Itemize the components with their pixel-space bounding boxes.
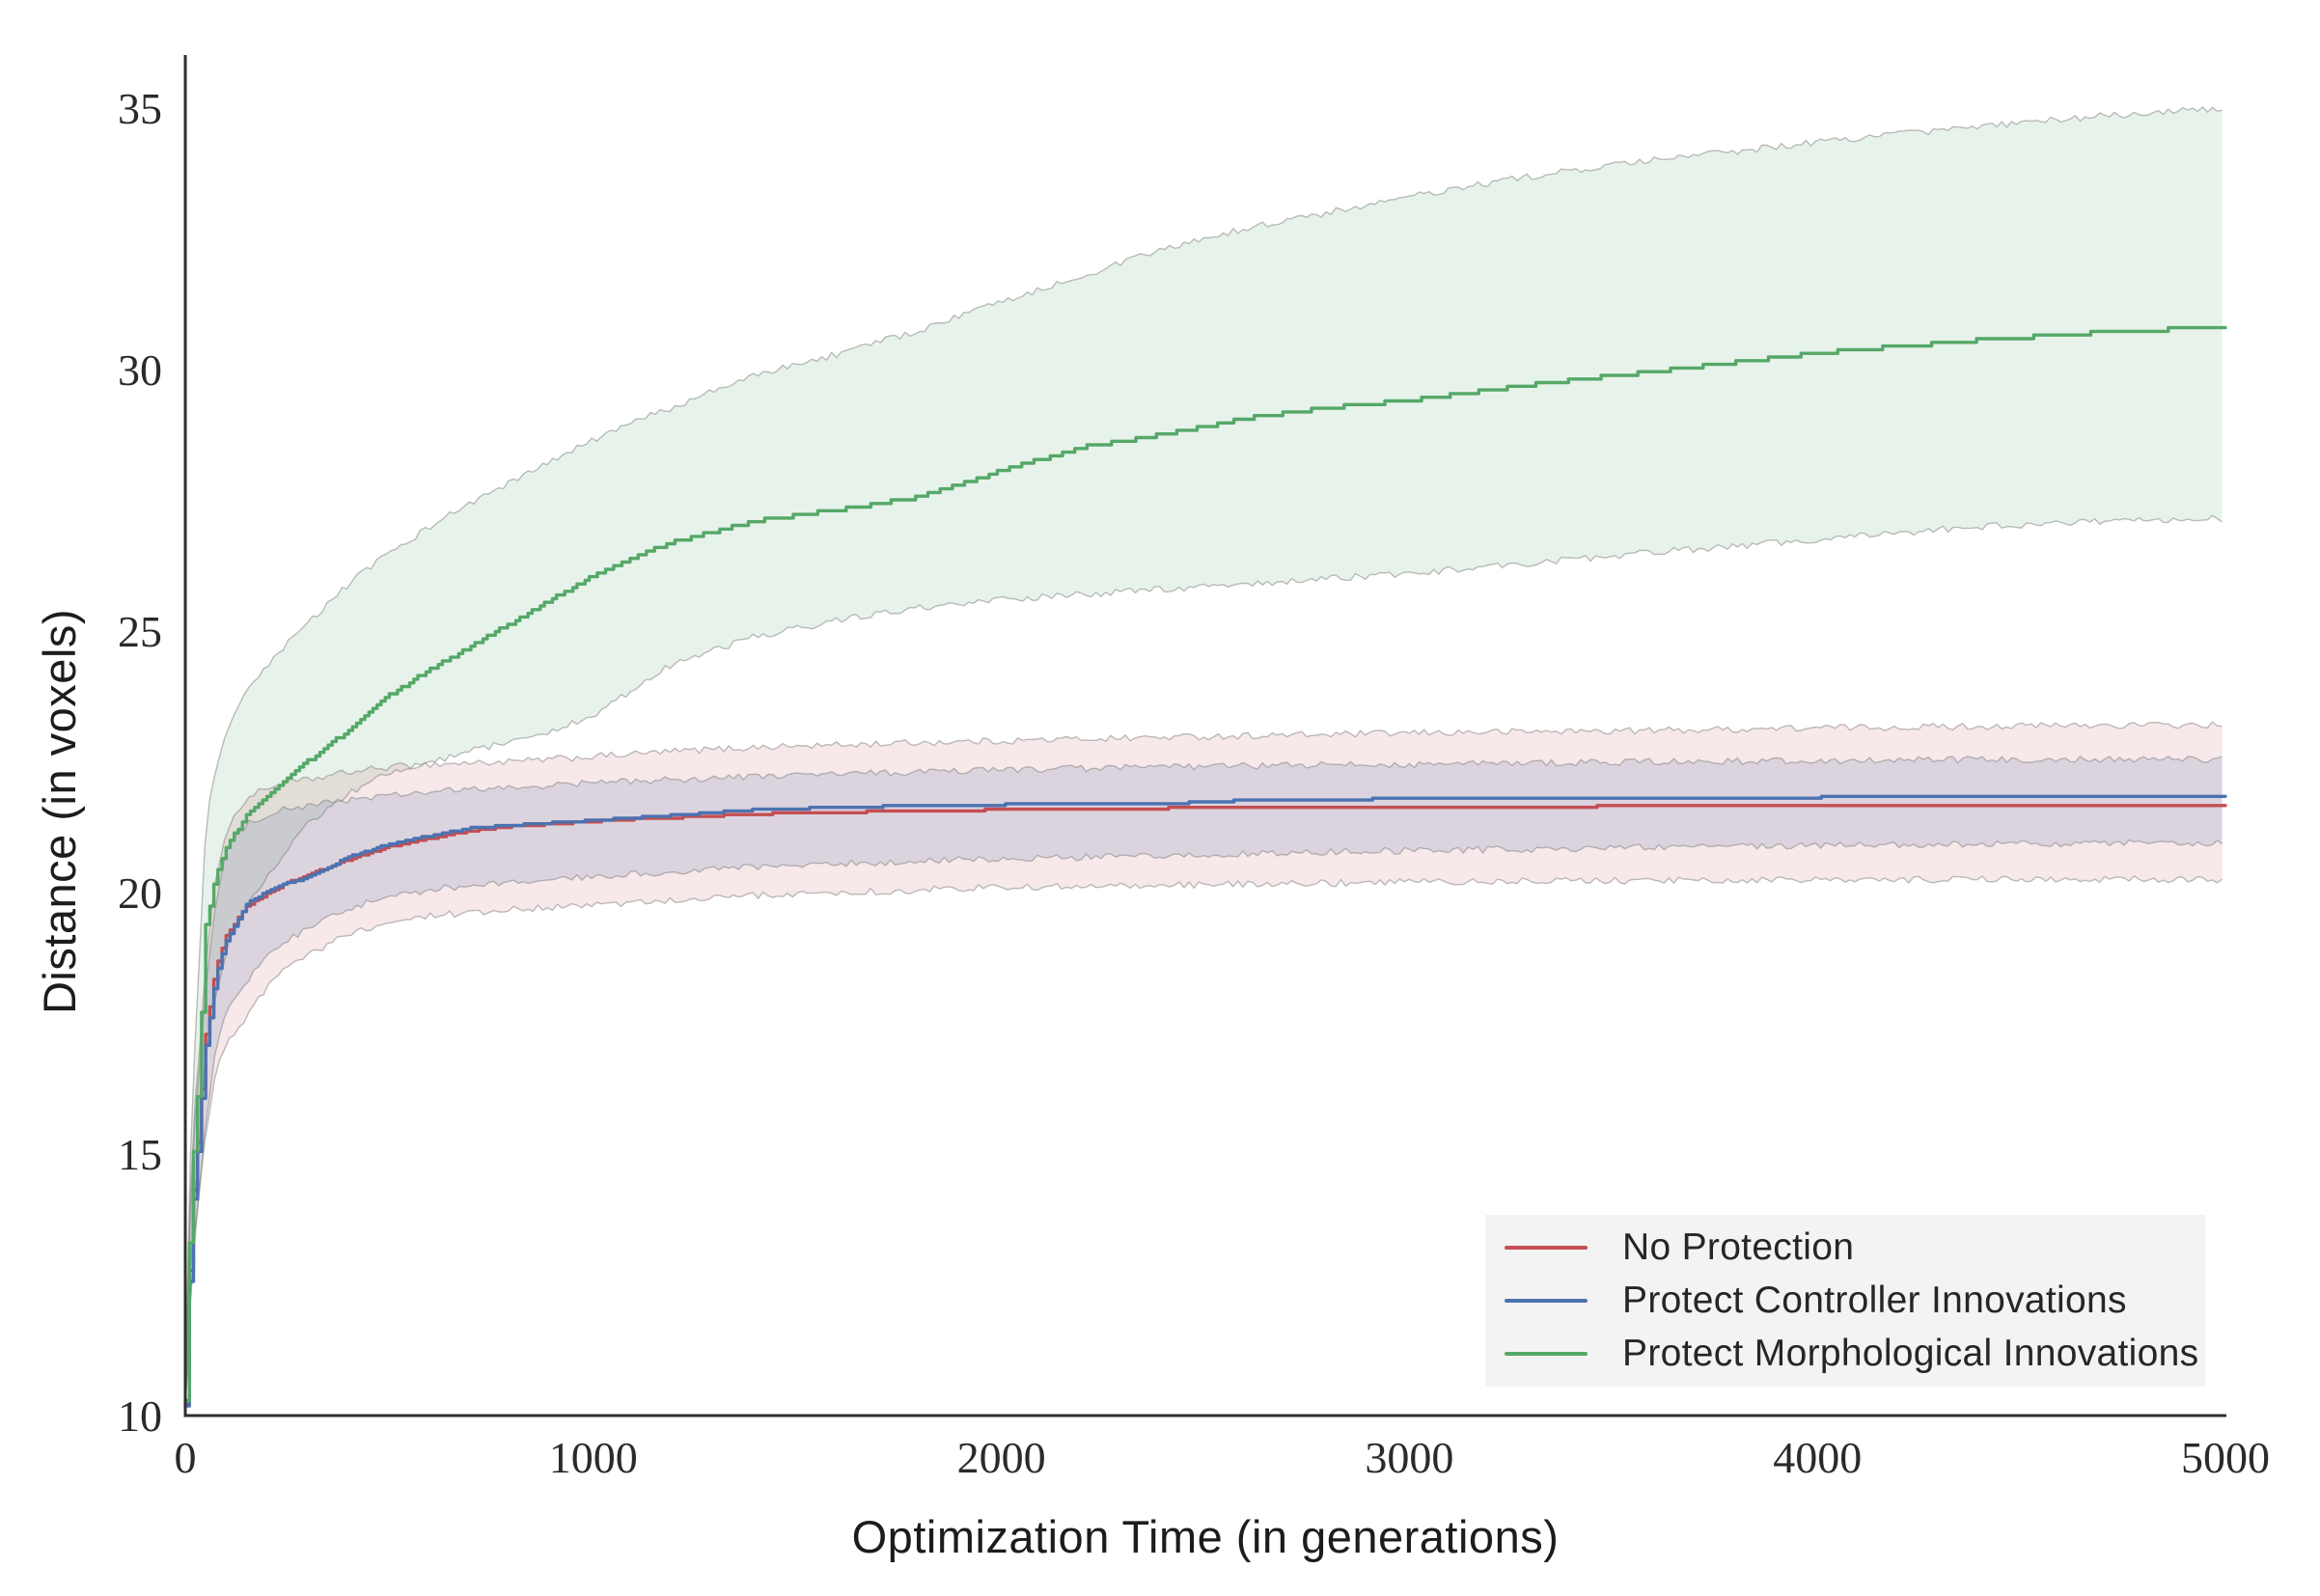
legend-item-protect-controller: Protect Controller Innovations (1485, 1280, 2205, 1322)
series-band-edge-lo-0 (184, 875, 2223, 1411)
series-band-1 (185, 756, 2223, 1411)
y-tick-label: 30 (118, 345, 162, 395)
x-tick-label: 1000 (549, 1433, 638, 1482)
legend-swatch-green (1505, 1352, 1588, 1357)
series-band-edge-lo-1 (184, 839, 2223, 1411)
x-tick-label: 2000 (957, 1433, 1046, 1482)
y-tick-label: 20 (118, 868, 162, 918)
series-band-edge-hi-2 (184, 106, 2223, 1392)
x-tick-label: 0 (175, 1433, 197, 1482)
x-tick-label: 5000 (2181, 1433, 2270, 1482)
legend-item-protect-morphological: Protect Morphological Innovations (1485, 1333, 2205, 1375)
legend-swatch-blue (1505, 1298, 1588, 1303)
legend-label: Protect Morphological Innovations (1622, 1333, 2199, 1375)
y-tick-label: 10 (118, 1391, 162, 1441)
y-tick-label: 25 (118, 607, 162, 656)
legend-swatch-red (1505, 1245, 1588, 1250)
x-tick-label: 3000 (1365, 1433, 1453, 1482)
legend-item-no-protection: No Protection (1485, 1226, 2205, 1269)
axes-spines (183, 55, 2226, 1417)
series-line-1 (183, 794, 2227, 1408)
x-axis-title: Optimization Time (in generations) (851, 1511, 1560, 1562)
y-tick-label: 15 (118, 1130, 162, 1179)
y-tick-label: 35 (118, 84, 162, 133)
series-band-edge-hi-1 (184, 755, 2223, 1398)
x-tick-label: 4000 (1773, 1433, 1862, 1482)
series-band-edge-lo-2 (184, 514, 2223, 1406)
series-line-2 (183, 325, 2227, 1402)
legend: No Protection Protect Controller Innovat… (1485, 1215, 2205, 1387)
legend-label: Protect Controller Innovations (1622, 1279, 2127, 1321)
series-band-edge-hi-0 (184, 721, 2223, 1395)
y-axis-title: Distance (in voxels) (34, 608, 85, 1015)
series-band-2 (185, 107, 2223, 1406)
series-band-0 (185, 722, 2223, 1411)
legend-label: No Protection (1622, 1225, 1855, 1268)
